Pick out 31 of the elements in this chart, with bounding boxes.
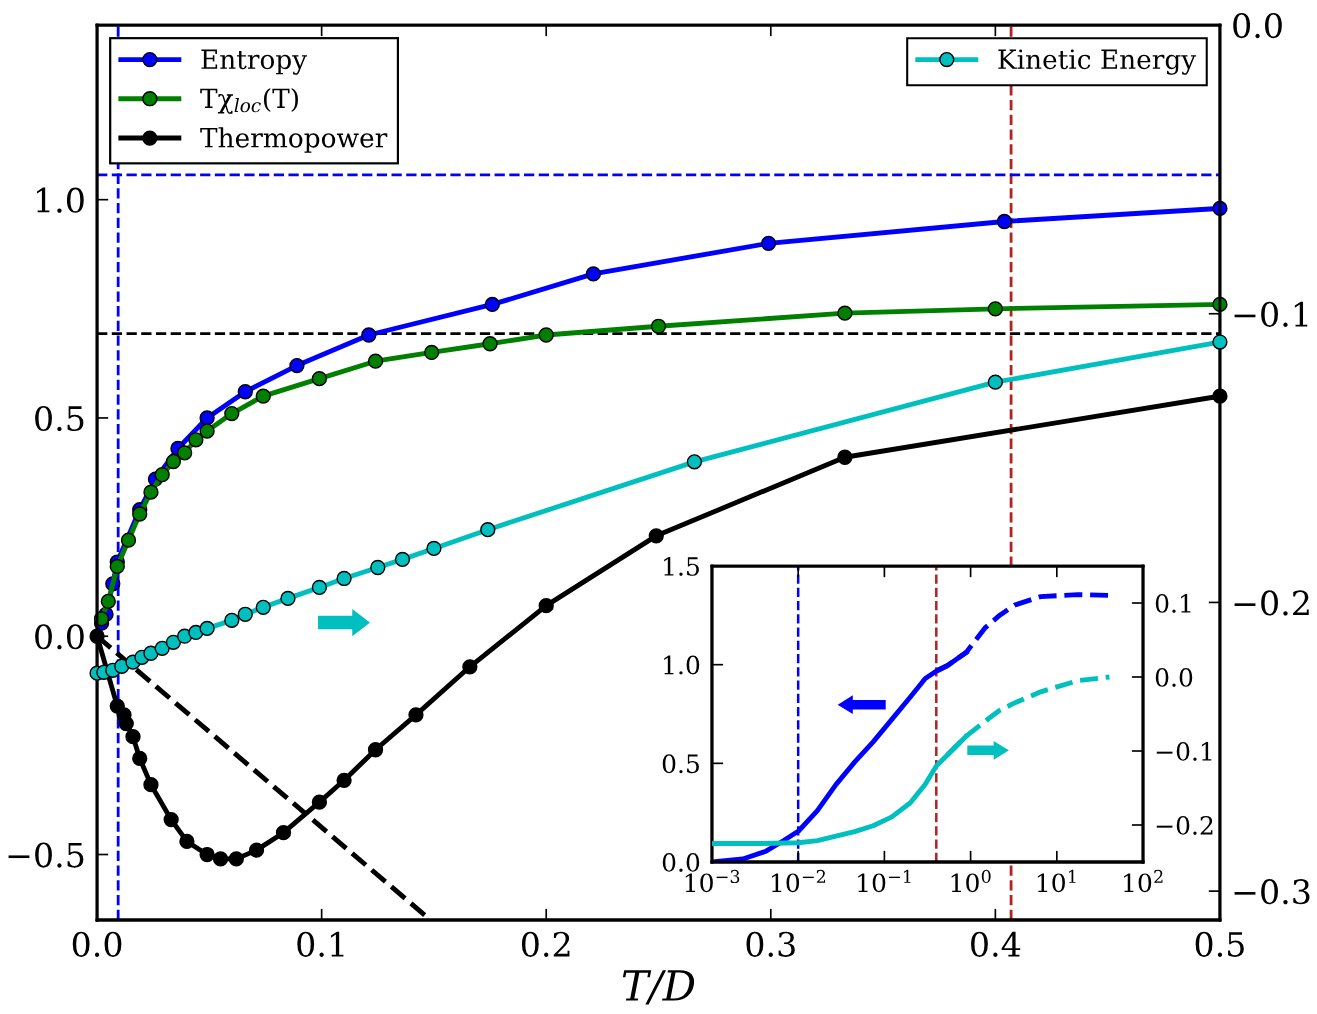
x-tick-label: 10$^{2}$ xyxy=(1124,869,1163,893)
y2-tick-label: 0.0 xyxy=(1233,12,1282,39)
y2-tick-label: −0.2 xyxy=(1156,815,1213,835)
y2-tick-label: −0.3 xyxy=(1234,879,1310,905)
x-tick-label: 0.1 xyxy=(297,931,344,957)
x-tick-label: 0.2 xyxy=(521,931,570,957)
y-tick-label: 0.5 xyxy=(35,405,84,432)
x-tick-label: 0.5 xyxy=(1195,931,1244,957)
y-tick-label: 0.5 xyxy=(662,754,699,774)
y-tick-label: 1.5 xyxy=(664,556,699,576)
legend-label: Tχ$_{loc}$(T) xyxy=(200,87,298,114)
legend-label: Kinetic Energy xyxy=(998,49,1197,75)
x-tick-label: 0.0 xyxy=(72,931,122,957)
x-tick-label: 0.4 xyxy=(971,931,1021,957)
x-tick-label: 10$^{−2}$ xyxy=(771,869,826,893)
y2-tick-label: −0.1 xyxy=(1156,741,1212,761)
x-tick-label: 0.3 xyxy=(746,931,795,957)
x-tick-label: 10$^{1}$ xyxy=(1037,869,1076,893)
y2-tick-label: 0.1 xyxy=(1155,593,1191,613)
x-tick-label: 10$^{−1}$ xyxy=(858,869,911,893)
y2-tick-label: −0.2 xyxy=(1234,590,1309,616)
x-axis-title: T/D xyxy=(622,970,695,1005)
y-tick-label: −0.5 xyxy=(8,842,84,868)
y2-tick-label: −0.1 xyxy=(1234,301,1308,327)
x-tick-label: 10$^{0}$ xyxy=(951,869,991,893)
legend-label: Entropy xyxy=(201,49,308,75)
y2-tick-label: 0.0 xyxy=(1155,667,1193,687)
y-tick-label: 1.0 xyxy=(664,655,700,675)
legend-label: Thermopower xyxy=(200,127,388,153)
y-tick-label: 0.0 xyxy=(35,624,84,650)
y-tick-label: 1.0 xyxy=(37,187,84,213)
